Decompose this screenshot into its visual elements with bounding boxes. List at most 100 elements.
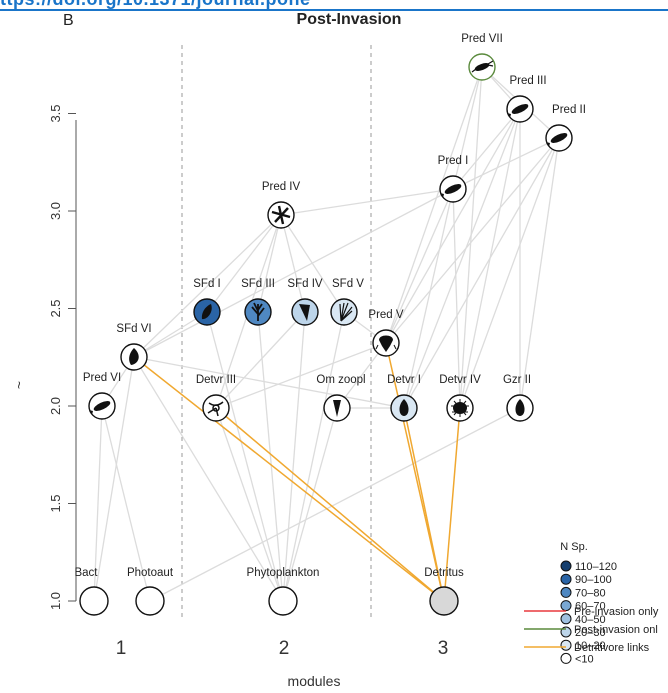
legend-bin-label: 40–50 xyxy=(575,614,606,626)
trophic-link xyxy=(385,108,521,344)
trophic-link xyxy=(257,311,284,602)
horn-icon xyxy=(299,304,310,321)
node-circle xyxy=(135,586,165,616)
node-sfdvi: SFd VI xyxy=(116,323,152,371)
legend-link-label: Detritivore links xyxy=(574,642,650,654)
node-detvri: Detvr I xyxy=(387,374,421,422)
node-sfdiii: SFd III xyxy=(241,278,275,326)
node-circle xyxy=(79,586,109,616)
trophic-link xyxy=(452,188,461,409)
figure-title: Post-Invasion xyxy=(296,11,402,28)
node-predii: Pred II xyxy=(545,104,586,152)
detritivore-link xyxy=(133,356,445,602)
legend-bin-label: 110–120 xyxy=(575,561,617,573)
legend-swatch xyxy=(560,600,572,612)
node-label: SFd IV xyxy=(287,278,322,290)
node-label: Bact xyxy=(74,567,98,579)
legend-link-label: Pre-invasion only xyxy=(574,606,659,618)
trophic-link xyxy=(215,407,284,602)
node-predvii: Pred VII xyxy=(461,33,503,81)
trophic-link xyxy=(403,137,560,409)
node-phyto: Phytoplankton xyxy=(247,567,320,616)
crab-icon xyxy=(375,335,397,352)
trophic-link xyxy=(280,188,454,216)
detritivore-link xyxy=(443,407,461,602)
node-detritus: Detritus xyxy=(424,567,464,616)
fan-worm-icon xyxy=(339,302,353,322)
node-label: Detvr IV xyxy=(439,374,481,386)
node-gzrii: Gzr II xyxy=(503,374,534,422)
legend-bin-label: 20–30 xyxy=(575,627,606,639)
node-label: Om zoopl xyxy=(316,374,365,386)
y-tick-label: 2.0 xyxy=(48,397,63,415)
urchin-icon xyxy=(451,399,469,417)
y-tick-label: 2.5 xyxy=(48,299,63,317)
coral-icon xyxy=(251,302,265,321)
header-url-text[interactable]: ttps://doi.org/10.1371/journal.pone xyxy=(0,0,311,10)
node-label: Pred IV xyxy=(262,181,301,193)
legend-swatch xyxy=(560,613,572,625)
trophic-link xyxy=(385,188,454,344)
node-bact: Bact xyxy=(74,567,109,616)
node-sfdiv: SFd IV xyxy=(287,278,323,326)
edges-group xyxy=(93,66,560,602)
node-label: Phytoplankton xyxy=(247,567,320,579)
y-tick-label: 1.0 xyxy=(48,592,63,610)
trophic-link xyxy=(93,405,103,602)
trophic-link xyxy=(459,137,560,409)
module-label: 3 xyxy=(438,638,449,659)
starfish-icon xyxy=(207,401,224,417)
star-icon xyxy=(271,205,291,225)
module-label: 2 xyxy=(279,638,290,659)
node-predvi: Pred VI xyxy=(83,372,121,420)
legend-swatch xyxy=(560,639,572,651)
panel-letter: B xyxy=(63,12,74,29)
leaf-icon xyxy=(201,304,212,320)
trophic-link xyxy=(133,356,405,409)
trophic-link xyxy=(215,342,387,409)
trophic-link xyxy=(215,311,306,409)
node-label: Detritus xyxy=(424,567,464,579)
node-omzoopl: Om zoopl xyxy=(316,374,366,422)
node-label: Pred I xyxy=(438,155,469,167)
nodes-group: Bact Photoaut Phytoplankton Detritus Pred VI… xyxy=(74,33,586,616)
trophic-link xyxy=(519,137,560,409)
module-label: 1 xyxy=(116,638,127,659)
node-circle xyxy=(429,586,459,616)
node-predv: Pred V xyxy=(368,309,404,357)
node-label: Pred II xyxy=(552,104,586,116)
node-prediii: Pred III xyxy=(506,75,547,123)
legend-link-label: Post-invasion onl xyxy=(574,624,658,636)
legend-bin-label: 70–80 xyxy=(575,587,606,599)
y-axis-label: ~ xyxy=(11,381,27,389)
detritivore-link xyxy=(385,342,445,602)
legend-swatch xyxy=(560,573,572,585)
y-tick-label: 3.5 xyxy=(48,104,63,122)
legend-swatch xyxy=(560,586,572,598)
trophic-link xyxy=(149,407,521,602)
legend-bin-label: 90–100 xyxy=(575,574,612,586)
y-tick-label: 3.0 xyxy=(48,202,63,220)
trophic-link xyxy=(403,188,454,409)
trophic-link xyxy=(452,137,560,190)
page-header-strip: ttps://doi.org/10.1371/journal.pone xyxy=(0,0,668,12)
snail-icon xyxy=(515,399,525,416)
node-label: SFd VI xyxy=(116,323,151,335)
node-photoaut: Photoaut xyxy=(127,567,174,616)
node-label: Pred VI xyxy=(83,372,121,384)
node-label: SFd V xyxy=(332,278,364,290)
legend-bin-label: 10–20 xyxy=(575,640,606,652)
trophic-link xyxy=(385,66,483,344)
cone-icon xyxy=(333,400,341,417)
legend-title: N Sp. xyxy=(560,541,588,553)
trophic-link xyxy=(282,311,345,602)
trophic-link xyxy=(133,311,208,358)
trophic-link xyxy=(459,66,483,409)
node-sfdv: SFd V xyxy=(330,278,364,326)
node-label: Gzr II xyxy=(503,374,531,386)
node-label: Detvr I xyxy=(387,374,421,386)
trophic-link xyxy=(101,405,151,602)
node-label: Pred VII xyxy=(461,33,503,45)
